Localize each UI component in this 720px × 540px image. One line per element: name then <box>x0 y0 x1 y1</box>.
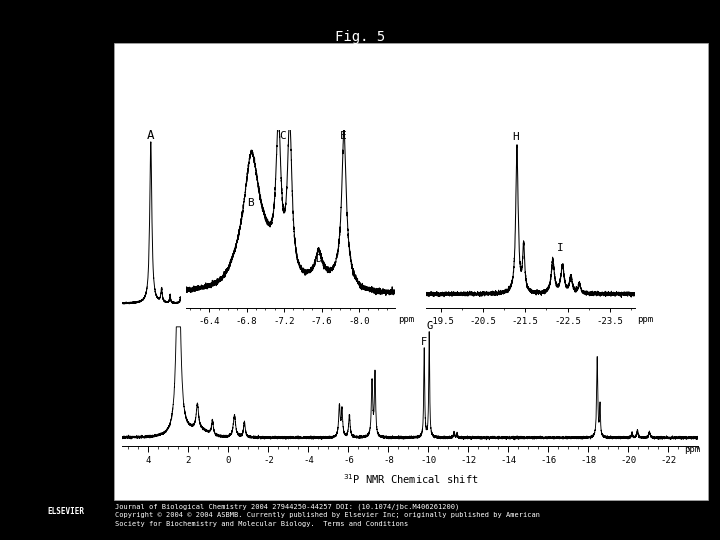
Text: ppm: ppm <box>398 314 415 323</box>
Text: A: A <box>147 129 155 142</box>
Text: Society for Biochemistry and Molecular Biology.  Terms and Conditions: Society for Biochemistry and Molecular B… <box>115 521 408 526</box>
Text: ELSEVIER: ELSEVIER <box>48 508 85 516</box>
Text: D: D <box>315 254 322 264</box>
Text: C: C <box>279 131 286 141</box>
Text: ppm: ppm <box>685 445 701 454</box>
Text: I: I <box>557 244 563 253</box>
Text: ppm: ppm <box>637 314 653 323</box>
Text: F: F <box>421 336 428 347</box>
Text: Journal of Biological Chemistry 2004 27944250-44257 DOI: (10.1074/jbc.M406261200: Journal of Biological Chemistry 2004 279… <box>115 503 459 510</box>
Text: H: H <box>513 132 519 142</box>
Text: Fig. 5: Fig. 5 <box>335 30 385 44</box>
Text: B: B <box>247 198 253 208</box>
Text: Copyright © 2004 © 2004 ASBMB. Currently published by Elsevier Inc; originally p: Copyright © 2004 © 2004 ASBMB. Currently… <box>115 512 540 518</box>
X-axis label: $^{31}$P NMR Chemical shift: $^{31}$P NMR Chemical shift <box>343 472 478 485</box>
Text: E: E <box>340 131 346 141</box>
Text: G: G <box>426 321 433 331</box>
